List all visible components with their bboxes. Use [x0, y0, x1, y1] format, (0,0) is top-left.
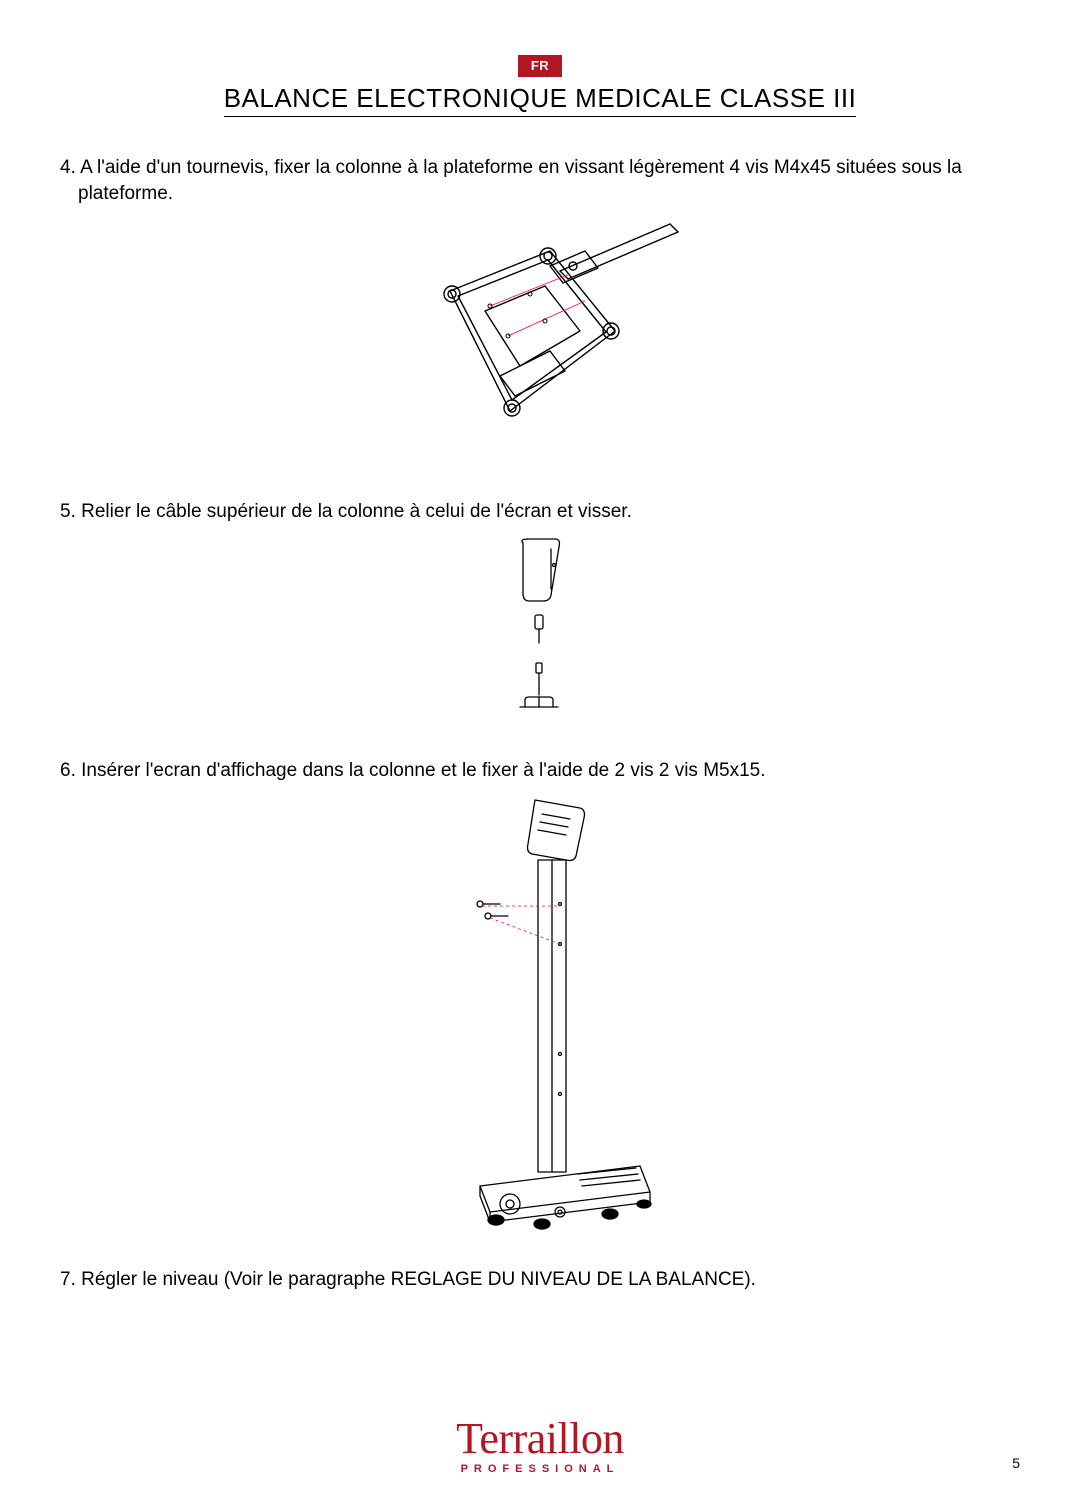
step-7: 7. Régler le niveau (Voir le paragraphe …: [60, 1267, 1020, 1293]
step-4-figure: [60, 216, 1020, 471]
page-header: FR BALANCE ELECTRONIQUE MEDICALE CLASSE …: [60, 55, 1020, 117]
brand-logo: Terraillon: [0, 1417, 1080, 1461]
step-6: 6. Insérer l'ecran d'affichage dans la c…: [60, 758, 1020, 784]
manual-page: FR BALANCE ELECTRONIQUE MEDICALE CLASSE …: [0, 0, 1080, 1511]
step-4: 4. A l'aide d'un tournevis, fixer la col…: [60, 155, 1020, 206]
brand-subtitle: PROFESSIONAL: [0, 1463, 1080, 1475]
step-6-text: Insérer l'ecran d'affichage dans la colo…: [81, 760, 765, 781]
page-number: 5: [1012, 1455, 1020, 1471]
step-6-number: 6.: [60, 760, 76, 781]
step-5-number: 5.: [60, 501, 76, 522]
language-badge: FR: [518, 55, 562, 77]
step-4-text: A l'aide d'un tournevis, fixer la colonn…: [78, 157, 962, 204]
step-5: 5. Relier le câble supérieur de la colon…: [60, 499, 1020, 525]
page-title: BALANCE ELECTRONIQUE MEDICALE CLASSE III: [224, 83, 857, 117]
step-4-number: 4.: [60, 157, 76, 178]
step-5-figure: [60, 535, 1020, 730]
step-7-number: 7.: [60, 1269, 76, 1290]
page-footer: Terraillon PROFESSIONAL: [0, 1417, 1080, 1475]
step-7-text: Régler le niveau (Voir le paragraphe REG…: [81, 1269, 756, 1290]
step-5-text: Relier le câble supérieur de la colonne …: [81, 501, 632, 522]
step-6-figure: [60, 794, 1020, 1239]
